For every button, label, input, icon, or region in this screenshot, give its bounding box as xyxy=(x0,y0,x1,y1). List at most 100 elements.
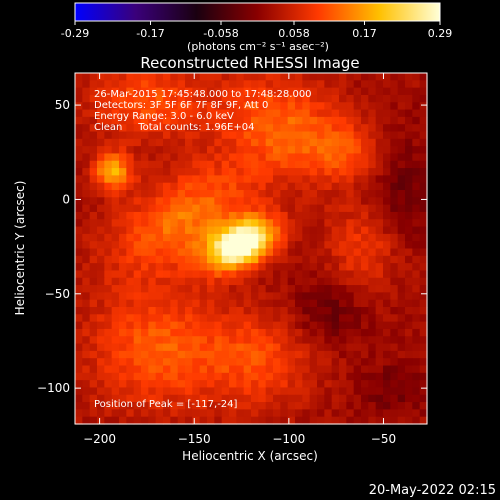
heatmap-cell xyxy=(375,409,384,418)
heatmap-cell xyxy=(353,350,362,359)
heatmap-cell xyxy=(75,168,83,176)
heatmap-cell xyxy=(251,233,259,242)
heatmap-cell xyxy=(163,241,171,250)
heatmap-cell xyxy=(346,270,355,279)
heatmap-cell xyxy=(412,358,421,367)
heatmap-cell xyxy=(221,263,230,272)
heatmap-cell xyxy=(295,182,303,191)
heatmap-cell xyxy=(97,321,105,330)
heatmap-cell xyxy=(339,314,347,323)
heatmap-cell xyxy=(170,219,179,228)
heatmap-cell xyxy=(229,153,237,162)
heatmap-cell xyxy=(309,365,318,374)
heatmap-cell xyxy=(97,270,105,279)
heatmap-cell xyxy=(243,102,252,111)
heatmap-cell xyxy=(207,314,215,323)
heatmap-cell xyxy=(405,219,413,228)
heatmap-cell xyxy=(177,197,186,206)
heatmap-cell xyxy=(221,270,230,279)
heatmap-cell xyxy=(309,102,318,111)
heatmap-cell xyxy=(265,321,274,330)
heatmap-cell xyxy=(302,292,311,301)
heatmap-cell xyxy=(331,124,340,133)
heatmap-cell xyxy=(309,109,318,118)
heatmap-cell xyxy=(229,241,237,250)
heatmap-cell xyxy=(405,190,413,198)
heatmap-cell xyxy=(133,226,142,235)
heatmap-cell xyxy=(251,94,259,103)
heatmap-cell xyxy=(97,204,105,213)
heatmap-cell xyxy=(199,270,208,279)
heatmap-cell xyxy=(280,175,289,184)
heatmap-cell xyxy=(339,394,347,403)
heatmap-cell xyxy=(221,80,230,89)
heatmap-cell xyxy=(287,314,296,323)
heatmap-cell xyxy=(199,350,208,359)
heatmap-cell xyxy=(185,402,193,410)
heatmap-cell xyxy=(368,94,377,103)
heatmap-cell xyxy=(265,87,274,96)
heatmap-cell xyxy=(383,211,391,220)
heatmap-cell xyxy=(339,197,347,206)
heatmap-cell xyxy=(229,190,237,198)
heatmap-cell xyxy=(97,255,105,264)
heatmap-cell xyxy=(236,365,245,374)
heatmap-cell xyxy=(185,343,193,352)
heatmap-cell xyxy=(258,219,267,228)
heatmap-cell xyxy=(141,248,149,257)
heatmap-cell xyxy=(75,248,83,257)
heatmap-cell xyxy=(383,73,391,81)
heatmap-cell xyxy=(397,277,406,286)
heatmap-cell xyxy=(141,116,149,125)
heatmap-cell xyxy=(331,387,340,396)
heatmap-cell xyxy=(405,109,413,118)
heatmap-cell xyxy=(295,350,303,359)
heatmap-cell xyxy=(265,182,274,191)
heatmap-cell xyxy=(141,138,149,147)
heatmap-cell xyxy=(361,299,369,308)
heatmap-cell xyxy=(104,175,113,184)
heatmap-cell xyxy=(390,358,399,367)
heatmap-cell xyxy=(317,211,325,220)
heatmap-cell xyxy=(353,80,362,89)
heatmap-cell xyxy=(302,358,311,367)
heatmap-cell xyxy=(104,146,113,155)
heatmap-cell xyxy=(177,292,186,301)
heatmap-cell xyxy=(111,270,120,279)
heatmap-cell xyxy=(309,263,318,272)
heatmap-cell xyxy=(309,138,318,147)
heatmap-cell xyxy=(163,402,171,410)
annotation-energy: Energy Range: 3.0 - 6.0 keV xyxy=(94,111,234,122)
heatmap-cell xyxy=(339,226,347,235)
heatmap-cell xyxy=(133,358,142,367)
heatmap-cell xyxy=(331,109,340,118)
heatmap-cell xyxy=(177,372,186,381)
heatmap-cell xyxy=(163,124,171,133)
heatmap-cell xyxy=(273,80,281,89)
heatmap-cell xyxy=(280,109,289,118)
heatmap-cell xyxy=(163,255,171,264)
heatmap-cell xyxy=(273,270,281,279)
heatmap-cell xyxy=(368,124,377,133)
heatmap-cell xyxy=(236,124,245,133)
heatmap-cell xyxy=(317,358,325,367)
heatmap-cell xyxy=(331,182,340,191)
heatmap-cell xyxy=(419,358,428,367)
heatmap-cell xyxy=(236,241,245,250)
heatmap-cell xyxy=(280,321,289,330)
heatmap-cell xyxy=(419,109,428,118)
colorbar-tick-label: -0.17 xyxy=(136,27,164,40)
heatmap-cell xyxy=(280,197,289,206)
heatmap-cell xyxy=(111,416,120,425)
heatmap-cell xyxy=(177,350,186,359)
heatmap-cell xyxy=(405,153,413,162)
heatmap-cell xyxy=(199,372,208,381)
heatmap-cell xyxy=(243,248,252,257)
heatmap-cell xyxy=(317,380,325,389)
heatmap-cell xyxy=(192,233,201,242)
heatmap-cell xyxy=(148,270,157,279)
heatmap-cell xyxy=(383,350,391,359)
heatmap-cell xyxy=(397,387,406,396)
heatmap-cell xyxy=(75,124,83,133)
heatmap-cell xyxy=(251,402,259,410)
